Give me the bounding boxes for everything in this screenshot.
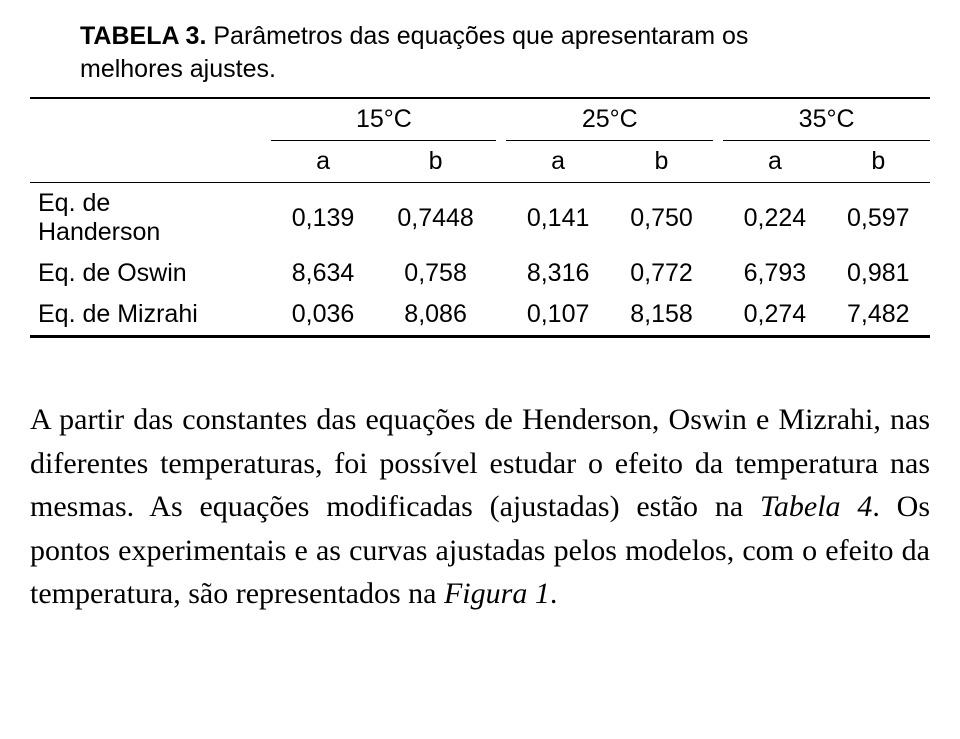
temp-header-1: 25°C xyxy=(506,99,713,141)
cell: 0,981 xyxy=(827,253,930,294)
para-italic-2: Figura 1 xyxy=(444,577,550,610)
temp-header-2: 35°C xyxy=(723,99,930,141)
table-caption-label: TABELA 3. xyxy=(80,22,206,50)
cell: 0,036 xyxy=(271,294,374,336)
cell: 0,139 xyxy=(271,183,374,254)
cell: 0,772 xyxy=(610,253,713,294)
cell: 0,750 xyxy=(610,183,713,254)
cell: 0,597 xyxy=(827,183,930,254)
temp-header-0: 15°C xyxy=(271,99,496,141)
cell: 0,274 xyxy=(723,294,826,336)
table-caption: TABELA 3. Parâmetros das equações que ap… xyxy=(80,20,840,85)
cell: 0,107 xyxy=(506,294,609,336)
row-label-line1: Eq. de Oswin xyxy=(38,259,187,287)
row-label: Eq. de Oswin xyxy=(30,253,261,294)
table-row: Eq. de Handerson 0,139 0,7448 0,141 0,75… xyxy=(30,183,930,254)
sub-header-2: a xyxy=(506,141,609,183)
row-label-line1: Eq. de xyxy=(38,189,110,217)
para-italic-1: Tabela 4 xyxy=(760,490,872,523)
cell: 6,793 xyxy=(723,253,826,294)
cell: 0,224 xyxy=(723,183,826,254)
cell: 7,482 xyxy=(827,294,930,336)
cell: 8,158 xyxy=(610,294,713,336)
sub-header-5: b xyxy=(827,141,930,183)
parameters-table: 15°C 25°C 35°C a b a b a b Eq. de Hander… xyxy=(30,97,930,336)
sub-header-3: b xyxy=(610,141,713,183)
cell: 8,316 xyxy=(506,253,609,294)
table-header-temps: 15°C 25°C 35°C xyxy=(30,99,930,141)
sub-header-0: a xyxy=(271,141,374,183)
table-bottom-rule xyxy=(30,336,930,338)
para-part3: . xyxy=(550,577,558,610)
cell: 8,634 xyxy=(271,253,374,294)
row-label-line2: Handerson xyxy=(38,218,160,246)
body-paragraph: A partir das constantes das equações de … xyxy=(30,398,930,616)
sub-header-1: b xyxy=(375,141,497,183)
sub-header-4: a xyxy=(723,141,826,183)
table-row: Eq. de Mizrahi 0,036 8,086 0,107 8,158 0… xyxy=(30,294,930,336)
cell: 0,758 xyxy=(375,253,497,294)
table-corner-blank xyxy=(30,99,261,141)
table-row: Eq. de Oswin 8,634 0,758 8,316 0,772 6,7… xyxy=(30,253,930,294)
cell: 0,141 xyxy=(506,183,609,254)
cell: 8,086 xyxy=(375,294,497,336)
row-label: Eq. de Handerson xyxy=(30,183,261,254)
cell: 0,7448 xyxy=(375,183,497,254)
row-label-line1: Eq. de Mizrahi xyxy=(38,300,198,328)
table-header-ab: a b a b a b xyxy=(30,141,930,183)
row-label: Eq. de Mizrahi xyxy=(30,294,261,336)
